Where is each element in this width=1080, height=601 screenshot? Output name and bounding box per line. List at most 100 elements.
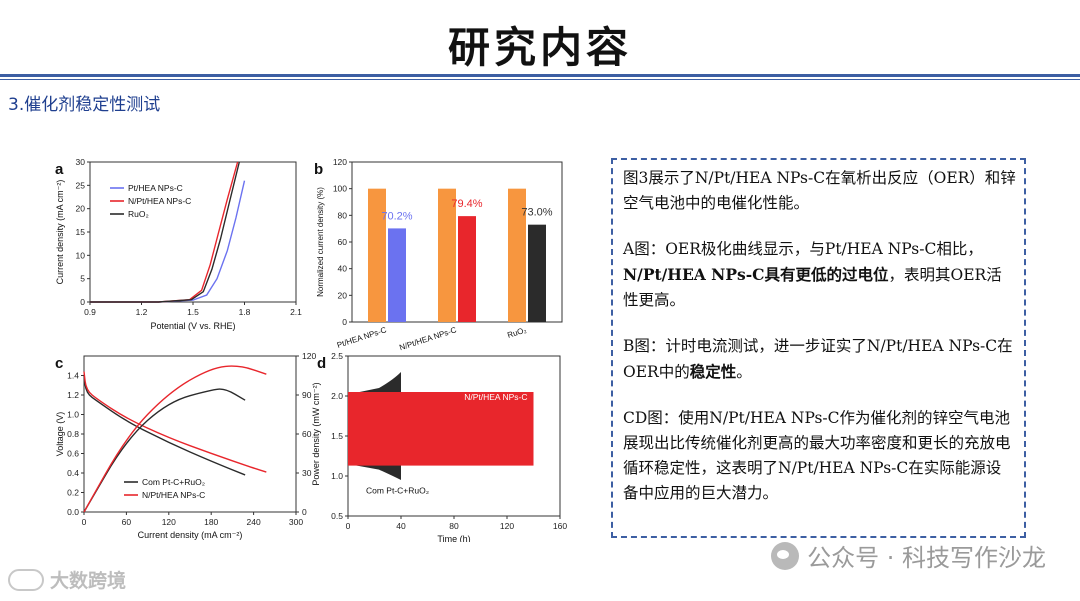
chart-c-series-line (83, 371, 267, 473)
chart-a-ytick-label: 0 (80, 297, 85, 307)
p2-text-a: A图：OER极化曲线显示，与Pt/HEA NPs-C相比， (623, 240, 983, 258)
slide-title: 研究内容 (447, 23, 632, 72)
chart-d-xtick-label: 0 (346, 521, 351, 531)
chart-b-bar-initial (508, 188, 526, 322)
chart-a-legend-label: RuO₂ (128, 209, 149, 219)
chart-a-xtick-label: 1.8 (239, 307, 251, 317)
chart-a-ytick-label: 30 (76, 157, 86, 167)
chart-b-bar-final (528, 224, 546, 322)
chart-b-ytick-label: 20 (338, 290, 348, 300)
chart-a-ytick-label: 5 (80, 274, 85, 284)
p2-emphasis: N/Pt/HEA NPs-C具有更低的过电位 (623, 265, 889, 284)
chart-b-category-label: RuO₂ (506, 325, 527, 340)
chart-c-legend-label: N/Pt/HEA NPs-C (142, 490, 205, 500)
chart-c-xtick-label: 300 (289, 517, 303, 527)
chart-d-xtick-label: 160 (553, 521, 567, 531)
chart-c-xtick-label: 180 (204, 517, 218, 527)
p3-text-a: B图：计时电流测试，进一步证实了N/Pt/HEA NPs-C在OER中的 (623, 337, 1013, 381)
description-paragraph-1: 图3展示了N/Pt/HEA NPs-C在氧析出反应（OER）和锌空气电池中的电催… (623, 169, 1016, 212)
wechat-icon (771, 541, 800, 570)
chart-c-xtick-label: 120 (162, 517, 176, 527)
chart-a-ytick-label: 15 (76, 227, 86, 237)
chart-b-bar-initial (438, 188, 456, 322)
brand-logo: 大数跨境 (8, 566, 126, 593)
chart-a-xlabel: Potential (V vs. RHE) (150, 321, 235, 331)
chart-c-ytick-right-label: 120 (302, 351, 316, 361)
panel-letter: b (314, 161, 323, 178)
chart-b-ylabel: Normalized current density (%) (316, 187, 325, 297)
chart-d-xtick-label: 80 (449, 521, 459, 531)
chart-d-xlabel: Time (h) (437, 534, 470, 542)
description-paragraph-4: CD图：使用N/Pt/HEA NPs-C作为催化剂的锌空气电池展现出比传统催化剂… (623, 409, 1011, 502)
chart-c-ytick-label: 1.0 (67, 410, 79, 420)
wechat-watermark: 公众号 · 科技写作沙龙 (771, 538, 1046, 573)
chart-c-legend-label: Com Pt-C+RuO₂ (142, 477, 205, 487)
chart-b-ytick-label: 100 (333, 184, 347, 194)
chart-a-xtick-label: 0.9 (84, 307, 96, 317)
title-divider-thin (0, 79, 1080, 80)
chart-d-series-label-red: N/Pt/HEA NPs-C (464, 392, 527, 402)
description-paragraph-3: B图：计时电流测试，进一步证实了N/Pt/HEA NPs-C在OER中的稳定性。 (623, 334, 1016, 385)
chart-c-xtick-label: 240 (247, 517, 261, 527)
chart-b-data-label: 73.0% (521, 207, 552, 219)
description-box: 图3展示了N/Pt/HEA NPs-C在氧析出反应（OER）和锌空气电池中的电催… (611, 158, 1026, 538)
chart-a-ytick-label: 25 (76, 180, 86, 190)
chart-b-ytick-label: 0 (342, 317, 347, 327)
chart-c-ytick-right-label: 60 (302, 429, 312, 439)
panel-letter: a (55, 161, 64, 178)
chart-b-category-label: Pt/HEA NPs-C (336, 325, 388, 350)
chart-c-series-line (83, 365, 267, 513)
chart-c-ytick-label: 1.2 (67, 390, 79, 400)
watermark-text: 公众号 · 科技写作沙龙 (807, 544, 1046, 572)
chart-c-ytick-label: 0.0 (67, 507, 79, 517)
panel-letter: c (55, 355, 63, 372)
chart-d-ytick-label: 1.0 (331, 471, 343, 481)
chart-c-ylabel-right: Power density (mW cm⁻²) (311, 382, 321, 485)
chart-b-bar-initial (368, 188, 386, 322)
chart-c-xtick-label: 0 (82, 517, 87, 527)
chart-c-ytick-right-label: 90 (302, 390, 312, 400)
logo-text: 大数跨境 (50, 570, 127, 592)
chart-c-xtick-label: 60 (122, 517, 132, 527)
logo-icon (8, 568, 44, 591)
chart-a-xtick-label: 2.1 (290, 307, 302, 317)
chart-a-series-line (90, 161, 240, 303)
chart-a-ylabel: Current density (mA cm⁻²) (55, 180, 65, 285)
chart-d-xtick-label: 40 (396, 521, 406, 531)
chart-d-ytick-label: 0.5 (331, 511, 343, 521)
chart-c-xlabel: Current density (mA cm⁻²) (138, 530, 243, 540)
chart-b-data-label: 79.4% (451, 198, 482, 210)
p3-text-c: 。 (736, 363, 752, 381)
chart-d-ytick-label: 1.5 (331, 431, 343, 441)
figure-panel: a 0.9 1.2 1.5 1.8 2.1 0 5 10 15 20 25 30 Potential (V… (52, 154, 570, 542)
chart-b-category-label: N/Pt/HEA NPs-C (398, 325, 458, 352)
chart-d-xtick-label: 120 (500, 521, 514, 531)
chart-a-legend-label: Pt/HEA NPs-C (128, 183, 183, 193)
chart-b-ytick-label: 60 (338, 237, 348, 247)
chart-a-legend-label: N/Pt/HEA NPs-C (128, 196, 191, 206)
chart-d-ytick-label: 2.5 (331, 351, 343, 361)
p3-emphasis: 稳定性 (689, 362, 737, 381)
p2-text-c: ，表明其OER活性更高。 (623, 266, 1002, 309)
chart-a-xtick-label: 1.2 (136, 307, 148, 317)
chart-c-ytick-right-label: 30 (302, 468, 312, 478)
chart-b-ytick-label: 120 (333, 157, 347, 167)
chart-c-ytick-label: 0.6 (67, 449, 79, 459)
chart-b-ytick-label: 40 (338, 264, 348, 274)
chart-a-ytick-label: 20 (76, 204, 86, 214)
chart-c-ytick-label: 0.8 (67, 429, 79, 439)
chart-b-ytick-label: 80 (338, 210, 348, 220)
chart-d-ytick-label: 2.0 (331, 391, 343, 401)
figure-svg: a 0.9 1.2 1.5 1.8 2.1 0 5 10 15 20 25 30 Potential (V… (55, 157, 567, 542)
section-heading: 3.催化剂稳定性测试 (8, 95, 161, 115)
chart-a-ytick-label: 10 (76, 250, 86, 260)
chart-c-ylabel: Voltage (V) (55, 412, 65, 457)
chart-c-series-line (83, 375, 246, 476)
title-divider (0, 74, 1080, 77)
chart-c-ytick-right-label: 0 (302, 507, 307, 517)
chart-b-data-label: 70.2% (381, 210, 412, 222)
panel-letter: d (317, 355, 326, 372)
chart-a-xtick-label: 1.5 (187, 307, 199, 317)
chart-c-ytick-label: 1.4 (67, 371, 79, 381)
chart-d-series-red (348, 392, 534, 466)
